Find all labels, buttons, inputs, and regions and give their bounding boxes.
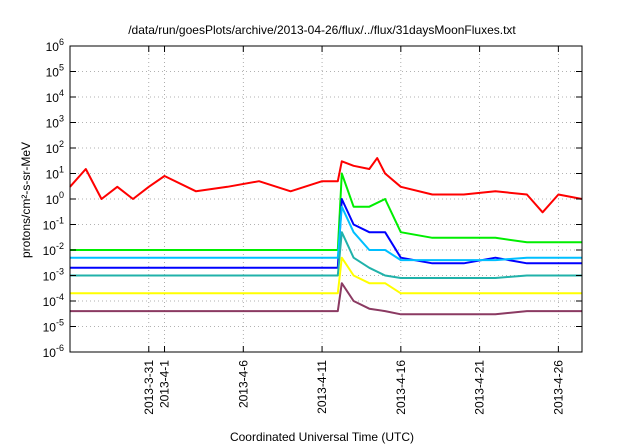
y-tick-label: 106 [46, 37, 64, 54]
y-tick-label: 104 [46, 88, 64, 105]
y-tick-label: 105 [46, 63, 64, 80]
x-tick-label: 2013-4-11 [315, 360, 329, 414]
x-axis-label: Coordinated Universal Time (UTC) [230, 430, 414, 444]
x-tick-label: 2013-4-26 [551, 360, 565, 415]
y-tick-label: 102 [46, 139, 64, 156]
series-layer [69, 157, 583, 316]
series-line-0 [69, 157, 583, 214]
x-tick-label: 2013-3-31 [142, 360, 156, 415]
y-tick-label: 10-4 [43, 292, 64, 309]
y-tick-label: 10-1 [43, 216, 64, 233]
series-line-3 [70, 205, 582, 262]
y-tick-label: 10-6 [43, 343, 64, 360]
x-tick-label: 2013-4-21 [473, 360, 487, 415]
tick-layer: 10-6 10-5 10-4 10-3 10-2 10-1 100 101 102 103 104 1… [43, 37, 582, 415]
series-line-4 [70, 231, 582, 279]
y-tick-label: 10-2 [43, 241, 64, 258]
x-tick-label: 2013-4-1 [158, 360, 172, 408]
y-tick-label: 103 [46, 114, 64, 131]
chart-title: /data/run/goesPlots/archive/2013-04-26/f… [128, 23, 516, 37]
y-axis-label: protons/cm²-s-sr-MeV [19, 142, 33, 258]
series-line-1 [70, 172, 582, 251]
y-tick-label: 100 [46, 190, 64, 207]
x-tick-label: 2013-4-16 [394, 360, 408, 415]
x-tick-label: 2013-4-6 [236, 360, 250, 408]
grid-layer [70, 45, 582, 353]
series-line-5 [70, 256, 582, 295]
y-tick-label: 10-5 [43, 318, 64, 335]
y-tick-label: 10-3 [43, 267, 64, 284]
series-line-6 [70, 282, 582, 316]
y-tick-label: 101 [46, 165, 64, 182]
